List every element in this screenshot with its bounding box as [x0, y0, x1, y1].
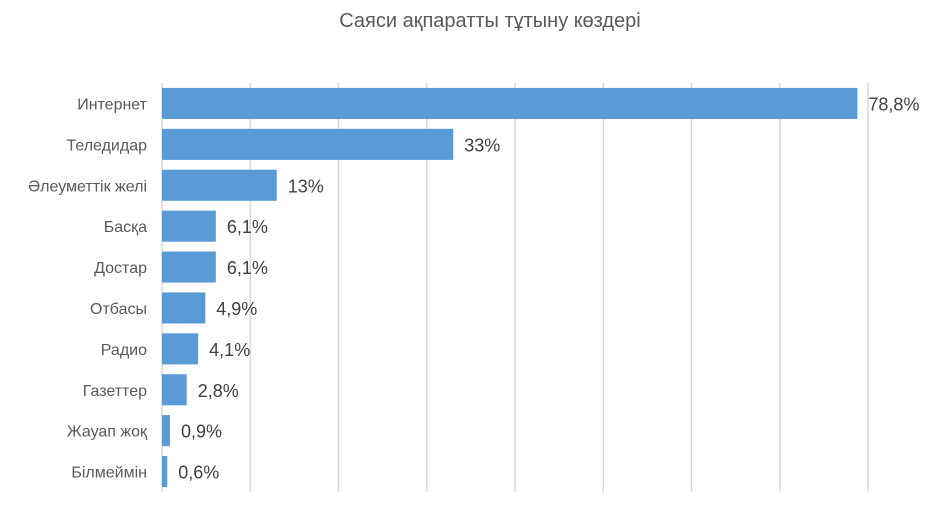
- bar: [162, 415, 170, 447]
- data-label: 78,8%: [868, 94, 919, 114]
- data-label: 0,6%: [178, 463, 219, 483]
- data-label: 6,1%: [227, 258, 268, 278]
- category-label: Радио: [101, 342, 147, 359]
- category-label: Басқа: [104, 219, 147, 236]
- bar: [162, 128, 454, 160]
- data-label: 6,1%: [227, 217, 268, 237]
- data-label: 0,9%: [181, 422, 222, 442]
- category-labels: Интернет Теледидар Әлеуметтік желі Басқа Дос…: [28, 96, 148, 481]
- bars: [162, 87, 858, 488]
- data-label: 33%: [464, 135, 500, 155]
- category-label: Теледидар: [66, 137, 147, 154]
- bar: [162, 169, 277, 201]
- category-label: Газеттер: [83, 383, 147, 400]
- category-label: Достар: [94, 260, 147, 277]
- data-label: 4,9%: [216, 299, 257, 319]
- data-label: 2,8%: [198, 381, 239, 401]
- category-label: Жауап жоқ: [67, 424, 148, 441]
- bar: [162, 333, 199, 365]
- bar: [162, 456, 168, 488]
- bar: [162, 210, 216, 242]
- bar: [162, 87, 858, 119]
- category-label: Отбасы: [90, 301, 147, 318]
- chart-title: Саяси ақпаратты тұтыну көздері: [339, 10, 641, 32]
- data-label: 13%: [288, 176, 324, 196]
- category-label: Білмеймін: [71, 465, 147, 482]
- category-label: Әлеуметтік желі: [28, 178, 147, 195]
- data-label: 4,1%: [209, 340, 250, 360]
- category-label: Интернет: [77, 96, 147, 113]
- bar: [162, 292, 206, 324]
- bar: [162, 251, 216, 283]
- value-labels: 78,8% 33% 13% 6,1% 6,1% 4,9% 4,1% 2,8% 0,9% 0,6%: [178, 94, 919, 482]
- bar: [162, 374, 187, 406]
